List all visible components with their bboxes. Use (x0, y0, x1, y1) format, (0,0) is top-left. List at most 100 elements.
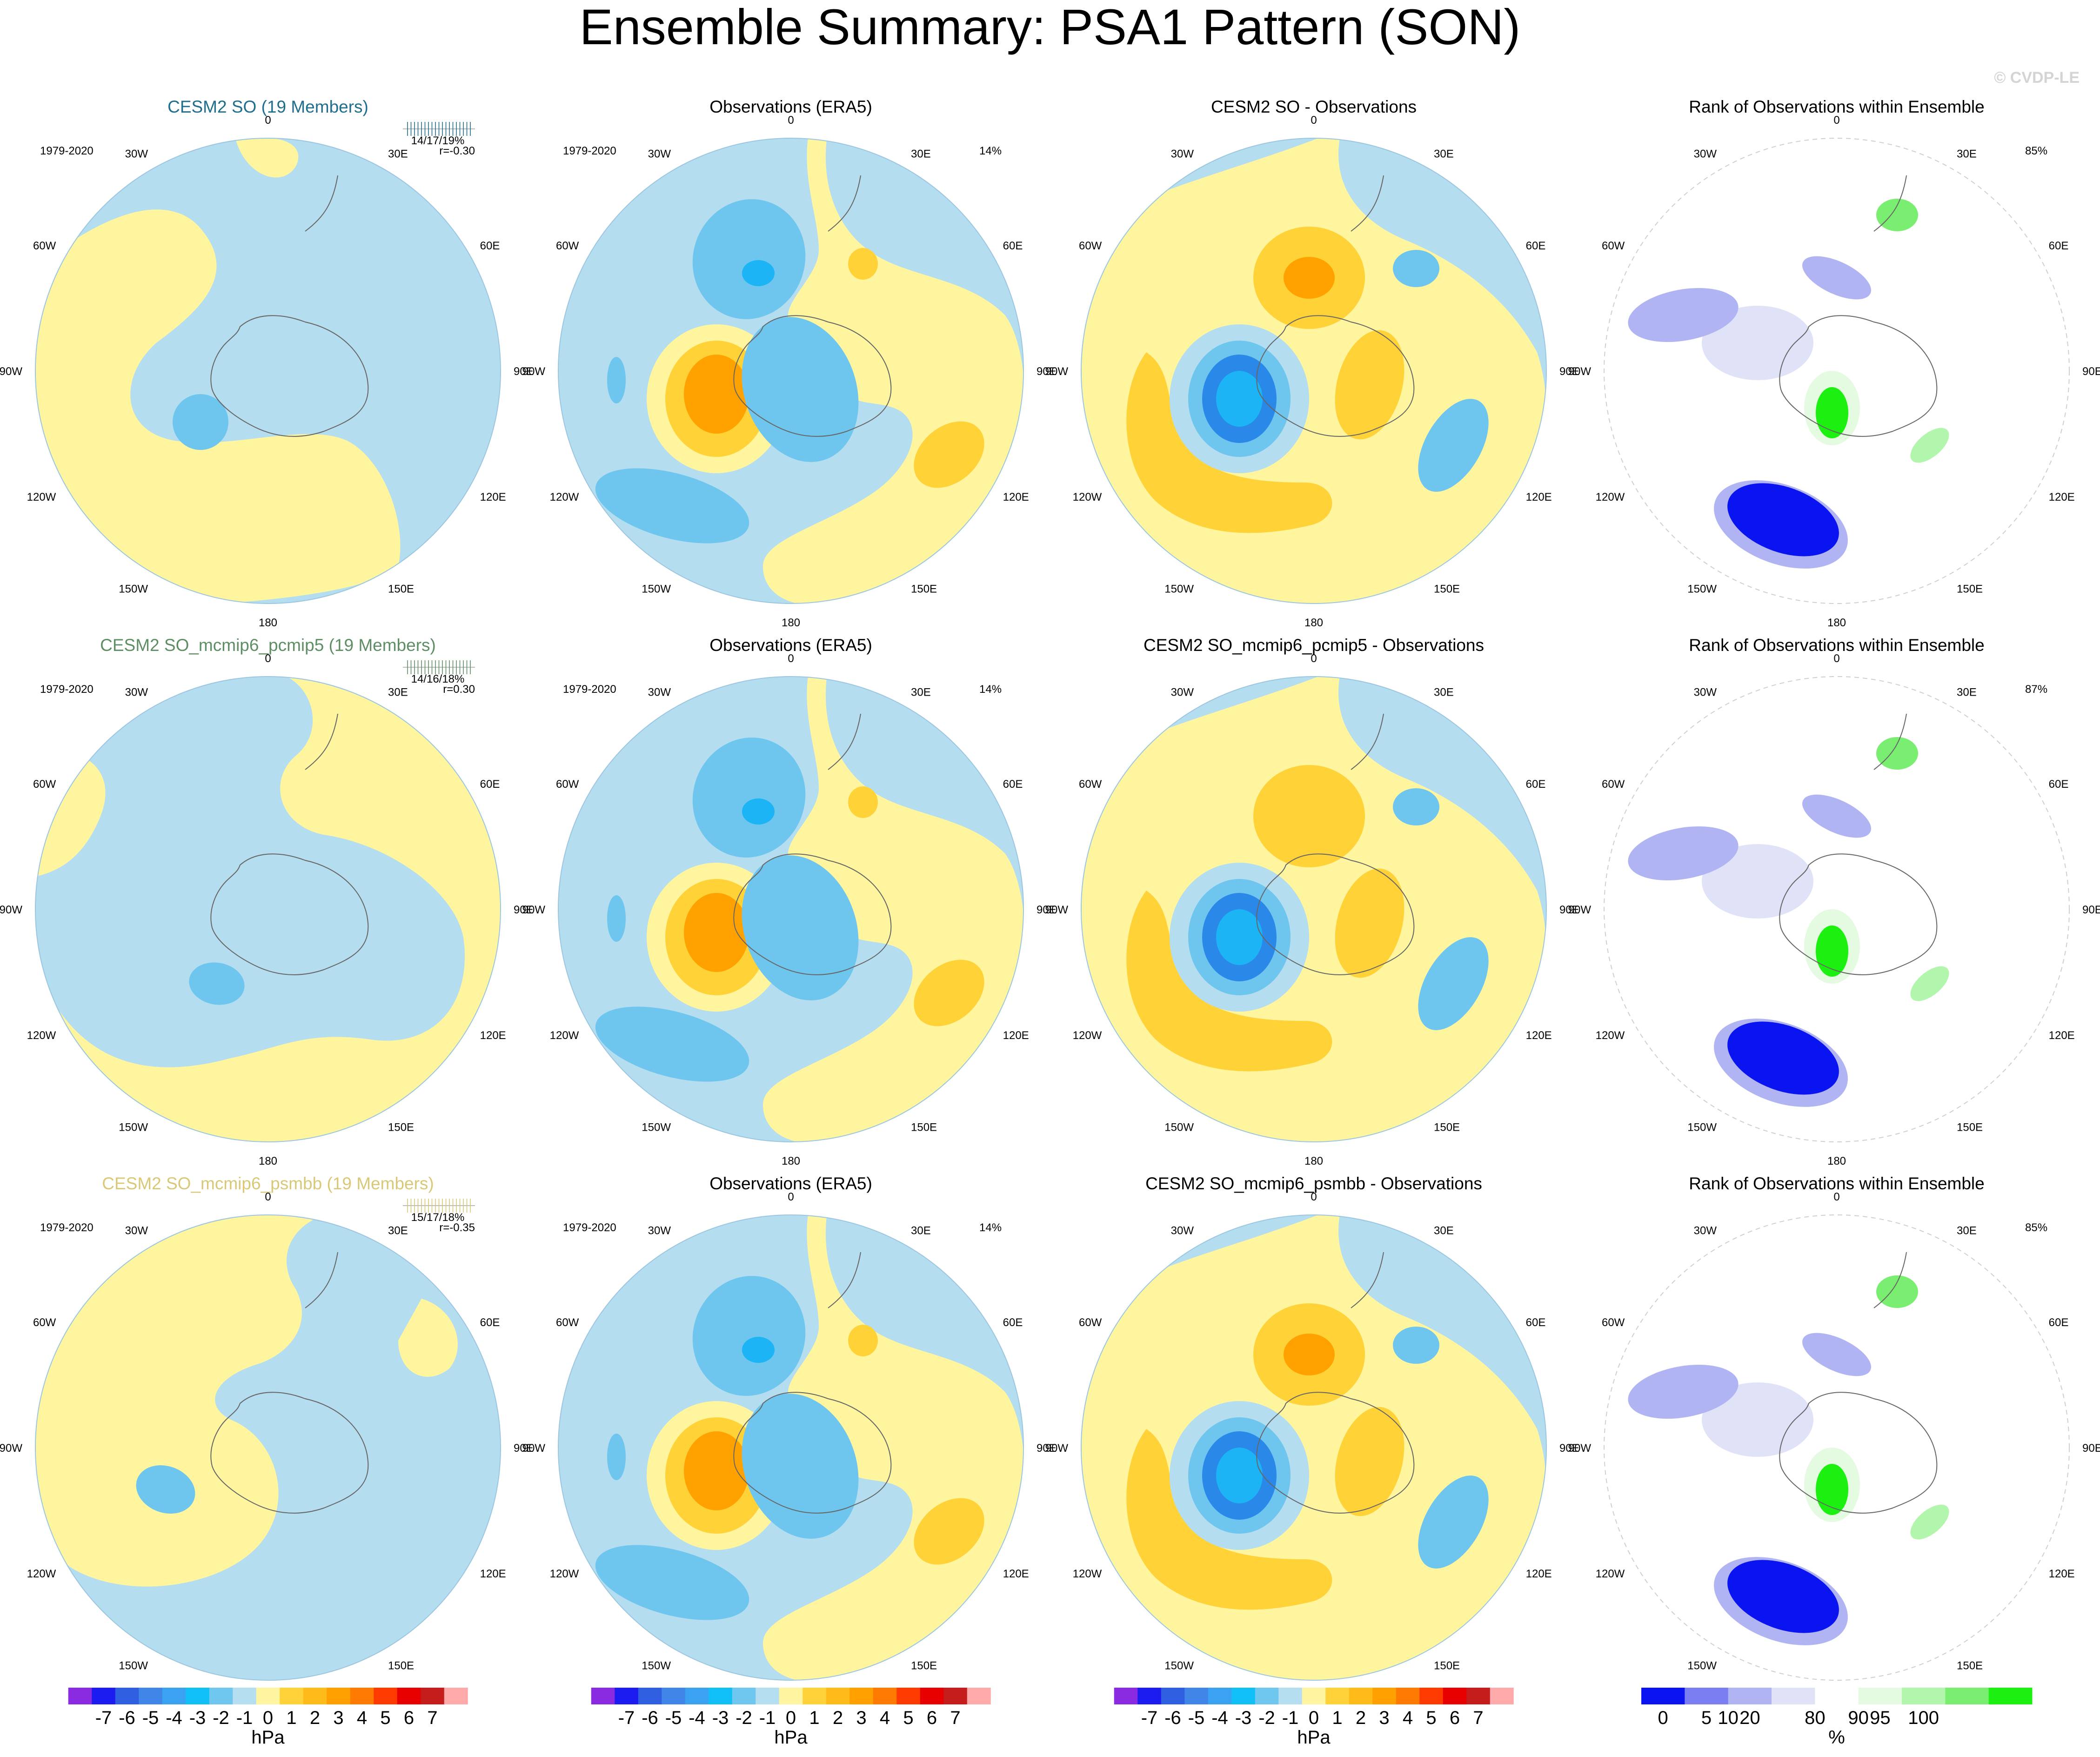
positive-anomaly-region (763, 138, 1023, 604)
map-border (35, 676, 501, 1142)
colorbar-swatch (591, 1688, 615, 1704)
member-stats: 15/17/18% (411, 1211, 465, 1224)
longitude-label: 150W (642, 1121, 671, 1134)
longitude-label: 90E (2082, 904, 2100, 916)
positive-anomaly-core (914, 421, 984, 488)
longitude-label: 120W (27, 1029, 56, 1042)
longitude-label: 150W (119, 1121, 148, 1134)
negative-anomaly-peak (1216, 909, 1263, 965)
rank-highest-region (1816, 925, 1848, 977)
colorbar-tick-label: 5 (1426, 1708, 1436, 1728)
positive-anomaly-core (848, 248, 878, 280)
longitude-label: 60E (480, 1316, 500, 1329)
colorbar-unit-label: % (1828, 1727, 1845, 1748)
colorbar-tick-label: -1 (759, 1708, 776, 1728)
continent-coastline (1873, 1252, 1907, 1308)
map-fill (558, 677, 1023, 1142)
rank-low-region (1702, 306, 1813, 380)
colorbar-tick-label: -6 (642, 1708, 658, 1728)
longitude-label: 30E (1957, 1224, 1977, 1237)
continent-coastline (305, 175, 338, 232)
panel-title: Rank of Observations within Ensemble (1689, 636, 1984, 655)
colorbar-swatch (280, 1688, 304, 1704)
longitude-label: 30W (648, 686, 671, 698)
negative-anomaly-core (692, 199, 806, 319)
pattern-correlation: r=0.30 (443, 683, 475, 696)
longitude-label: 0 (1311, 114, 1317, 127)
member-range-strip (403, 660, 475, 674)
map-panel-model-1: CESM2 SO (19 Members)0 30E 60E 90E 120E 150E 1… (0, 97, 534, 629)
colorbar-tick-label: 95 (1870, 1708, 1891, 1728)
map-border (1604, 138, 2070, 604)
rank-lowest-region (1727, 483, 1839, 557)
colorbar-swatch (350, 1688, 374, 1704)
negative-anomaly-core (1393, 788, 1439, 825)
longitude-label: 60W (33, 1316, 56, 1329)
longitude-label: 90E (1037, 904, 1057, 916)
negative-anomaly-core (1418, 937, 1489, 1030)
map-fill (35, 1215, 501, 1680)
colorbar-tick-label: -5 (142, 1708, 159, 1728)
rank-low-region (1628, 826, 1739, 881)
longitude-label: 120E (2049, 1568, 2075, 1580)
period-label: 1979-2020 (563, 1221, 616, 1234)
colorbar-tick-label: -4 (1211, 1708, 1228, 1728)
continent-coastline (1873, 175, 1907, 232)
longitude-label: 30E (388, 148, 408, 160)
negative-anomaly-core (607, 1434, 626, 1480)
longitude-label: 30W (125, 686, 148, 698)
longitude-label: 60W (556, 778, 579, 791)
map-border (35, 138, 501, 604)
longitude-label: 90W (0, 904, 22, 916)
longitude-label: 180 (1304, 1155, 1323, 1167)
longitude-label: 150E (911, 1660, 937, 1672)
negative-anomaly-peak (1216, 371, 1263, 427)
colorbar-swatch (943, 1688, 968, 1704)
colorbar-4: 0 5 10 20 80 90 95 100% (1641, 1688, 2033, 1748)
colorbar-tick-label: 4 (880, 1708, 890, 1728)
map-fill (1081, 677, 1546, 1142)
colorbar-swatch (92, 1688, 116, 1704)
panel-title: Observations (ERA5) (709, 97, 872, 116)
positive-anomaly-peak (684, 355, 749, 434)
colorbar-swatch (68, 1688, 92, 1704)
member-range-strip (403, 122, 475, 136)
panel-title: CESM2 SO (19 Members) (167, 97, 368, 116)
longitude-label: 60W (1602, 778, 1625, 791)
colorbar-swatch (1728, 1688, 1772, 1704)
map-border (35, 1214, 501, 1681)
colorbar-tick-label: -6 (1164, 1708, 1181, 1728)
colorbar-tick-label: -7 (95, 1708, 112, 1728)
colorbar-swatch (662, 1688, 686, 1704)
colorbar-swatch (967, 1688, 991, 1704)
colorbar-swatch (1161, 1688, 1185, 1704)
longitude-label: 30E (1434, 1224, 1454, 1237)
map-border (558, 138, 1024, 604)
longitude-label: 30E (1957, 686, 1977, 698)
longitude-label: 60E (1526, 778, 1546, 791)
rank-low-region (1628, 1364, 1739, 1419)
map-panel-observations-1: Observations (ERA5)0 30E 60E 90E 120E 150E 180… (522, 97, 1057, 629)
colorbar-swatch (1137, 1688, 1162, 1704)
longitude-label: 150E (911, 1121, 937, 1134)
longitude-label: 120E (1526, 1029, 1552, 1042)
colorbar-swatch (685, 1688, 709, 1704)
longitude-label: 90W (522, 1442, 546, 1455)
antarctic-coastline (1256, 1392, 1415, 1514)
longitude-label: 30E (911, 148, 931, 160)
rank-high-region (1876, 1275, 1918, 1308)
colorbar-swatch (803, 1688, 827, 1704)
colorbar-tick-label: 10 (1718, 1708, 1739, 1728)
rank-lowest-region (1727, 1021, 1839, 1095)
rank-lowest-region (1727, 1560, 1839, 1633)
panel-title: Observations (ERA5) (709, 636, 872, 655)
map-border (1081, 138, 1547, 604)
rank-high-region (1876, 199, 1918, 231)
map-border (558, 1214, 1024, 1681)
rank-high-region (1910, 1504, 1949, 1540)
colorbar-tick-label: -3 (189, 1708, 206, 1728)
colorbar-swatch (779, 1688, 803, 1704)
map-fill (558, 1215, 1023, 1680)
